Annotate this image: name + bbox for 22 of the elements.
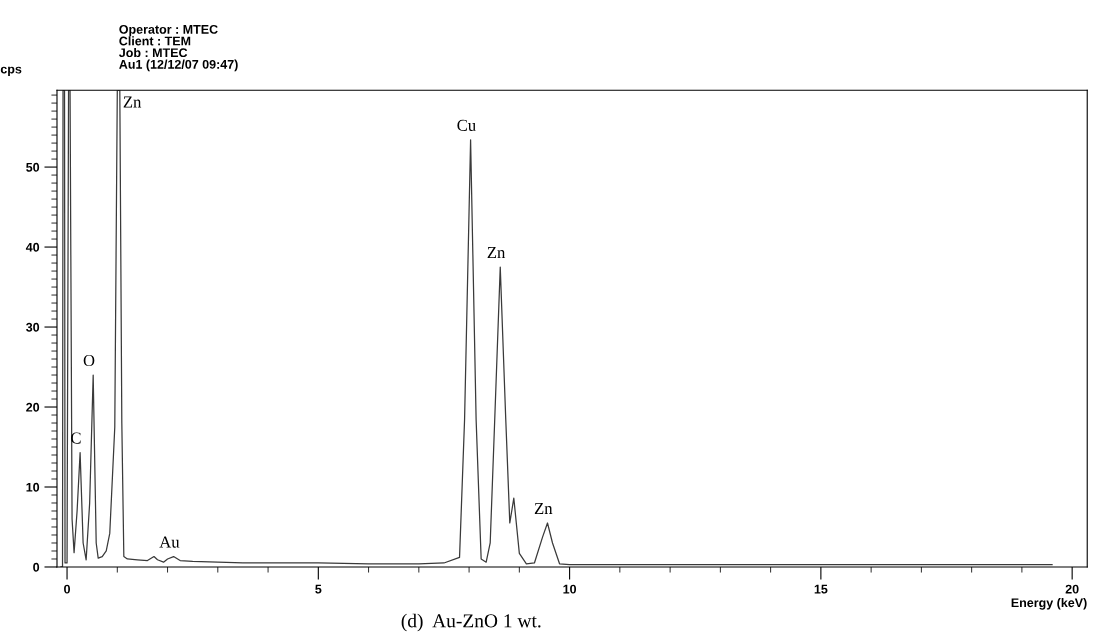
- x-tick-label: 15: [814, 584, 828, 594]
- annotation: Au: [159, 536, 180, 548]
- x-tick-label: 10: [563, 584, 577, 594]
- y-tick-label: 0: [33, 562, 40, 572]
- annotation: Zn: [487, 247, 506, 258]
- y-tick-label: 40: [25, 242, 40, 252]
- y-tick-label: 10: [26, 482, 40, 492]
- chart-title: Operator : MTEC Client : TEM Job : MTEC Au1 (12/12/07 09:47): [119, 24, 238, 72]
- x-axis-title: Energy (keV): [1011, 597, 1087, 610]
- y-axis-title: cps: [0, 66, 22, 76]
- y-tick-label: 30: [26, 322, 40, 332]
- y-tick-label: 20: [26, 402, 40, 412]
- line-series: [60, 90, 1053, 567]
- x-tick-label: 0: [64, 584, 71, 594]
- annotation: Cu: [457, 119, 476, 131]
- annotation: Zn: [123, 96, 142, 108]
- text: (d) Au-ZnO 1 wt.: [401, 613, 541, 632]
- annotation: Zn: [534, 502, 553, 514]
- x-tick-label: 5: [315, 584, 322, 594]
- x-tick-label: 20: [1065, 584, 1079, 594]
- y-tick-label: 50: [26, 162, 40, 172]
- annotation: O: [83, 354, 95, 367]
